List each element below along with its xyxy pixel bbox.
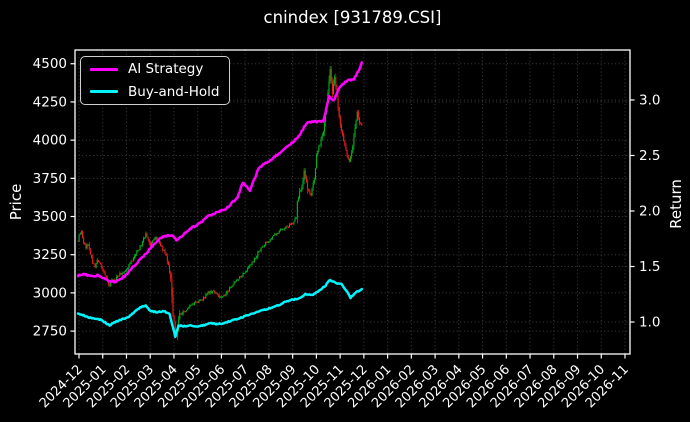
svg-text:2.5: 2.5: [639, 148, 660, 164]
return-axis-tick-labels: 1.0 1.5 2.0 2.5 3.0: [630, 92, 660, 331]
price-axis-tick-labels: 2750 3000 3250 3500 3750 4000 4250 4500: [33, 56, 75, 340]
legend: AI Strategy Buy-and-Hold: [80, 56, 230, 105]
svg-text:2750: 2750: [33, 324, 67, 340]
svg-text:3000: 3000: [33, 285, 67, 301]
svg-text:3500: 3500: [33, 209, 67, 225]
x-axis-tick-labels: 2024-122025-012025-022025-032025-042025-…: [37, 354, 632, 411]
svg-text:1.0: 1.0: [639, 315, 660, 331]
svg-text:3750: 3750: [33, 171, 67, 187]
legend-label-ai-strategy: AI Strategy: [128, 61, 204, 78]
svg-text:4500: 4500: [33, 56, 67, 72]
return-axis-label: Return: [667, 179, 685, 229]
svg-text:4250: 4250: [33, 94, 67, 110]
grid: [75, 50, 630, 354]
ai-strategy-line-icon: [90, 67, 118, 71]
svg-text:2.0: 2.0: [639, 203, 660, 219]
svg-text:4000: 4000: [33, 133, 67, 149]
candlestick-series: [77, 65, 363, 341]
legend-item-buy-and-hold: Buy-and-Hold: [81, 82, 229, 102]
svg-text:3.0: 3.0: [639, 92, 660, 108]
svg-text:1.5: 1.5: [639, 259, 660, 275]
chart-title: cnindex [931789.CSI]: [263, 8, 442, 27]
price-axis-label: Price: [7, 183, 25, 221]
legend-label-buy-and-hold: Buy-and-Hold: [128, 83, 220, 100]
buy-and-hold-line-icon: [90, 90, 118, 94]
legend-item-ai-strategy: AI Strategy: [81, 59, 229, 79]
ai-strategy-line: [76, 61, 364, 284]
svg-text:3250: 3250: [33, 247, 67, 263]
plot-border: [74, 49, 631, 355]
buy-and-hold-line: [76, 278, 364, 339]
